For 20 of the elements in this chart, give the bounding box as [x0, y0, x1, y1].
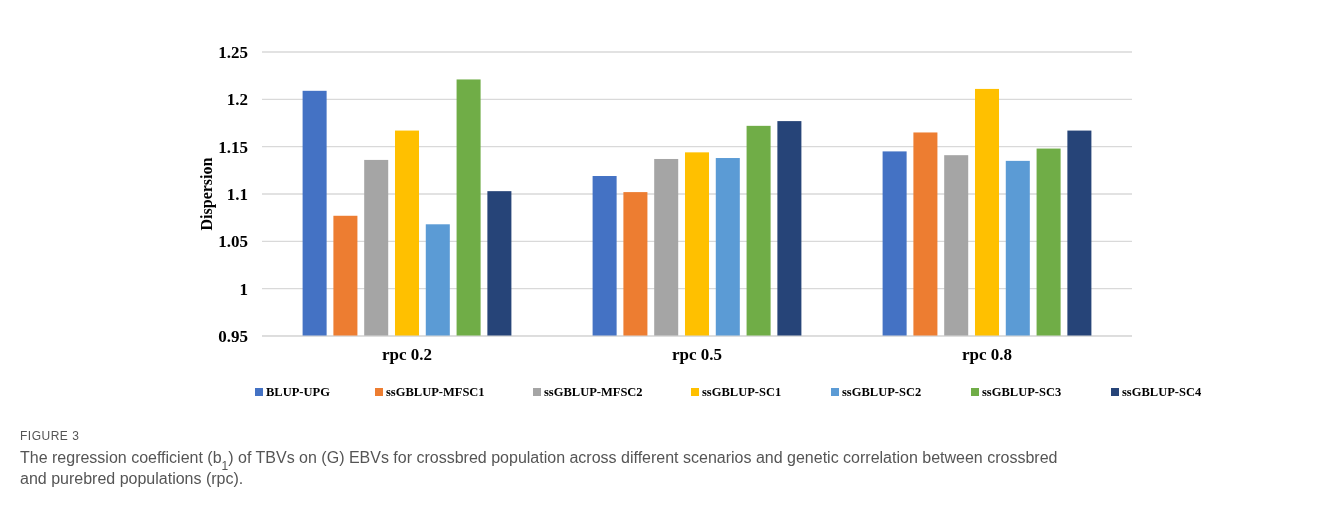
y-tick-label: 1.1 — [226, 184, 248, 204]
y-tick-label: 1.2 — [226, 90, 248, 110]
legend-label: ssGBLUP-MFSC1 — [386, 385, 485, 399]
y-tick-label: 1.25 — [218, 42, 248, 62]
y-tick-label: 0.95 — [218, 326, 248, 346]
x-tick-label: rpc 0.8 — [961, 345, 1013, 364]
legend-label: ssGBLUP-SC4 — [1122, 385, 1202, 399]
legend-label: ssGBLUP-SC3 — [982, 385, 1062, 399]
text: The regression coefficient (b$_{1}$) of TBVs on (G) EBVs for crossbred population across different scenarios and genetic correlation between crossbred and purebred populations (rpc). — [20, 449, 1058, 487]
legend-label: ssGBLUP-SC2 — [842, 385, 922, 399]
x-tick-label: rpc 0.5 — [671, 345, 723, 364]
y-tick-label: 1.15 — [218, 137, 248, 157]
y-tick-label: 1.05 — [218, 232, 248, 252]
legend-label: ssGBLUP-MFSC2 — [544, 385, 643, 399]
y-axis-title: Dispersion — [198, 157, 216, 231]
legend-label: BLUP-UPG — [266, 385, 331, 399]
y-tick-label: 1 — [239, 279, 248, 299]
caption: FIGURE 3 — [20, 429, 80, 443]
x-tick-label: rpc 0.2 — [381, 345, 433, 364]
legend-label: ssGBLUP-SC1 — [702, 385, 782, 399]
